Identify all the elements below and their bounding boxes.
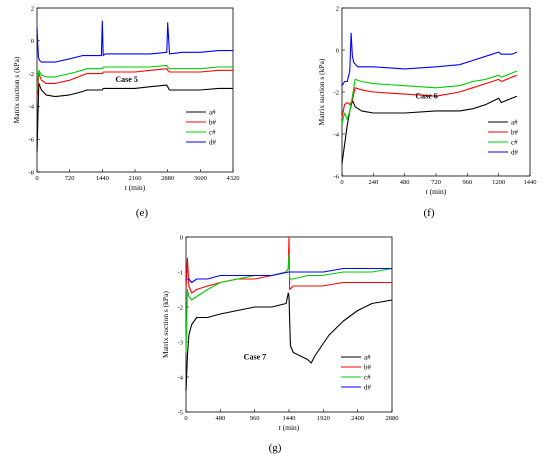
x-tick-label: 720 (65, 175, 75, 182)
x-axis-label: t (min) (279, 423, 300, 432)
x-tick-label: 2400 (351, 415, 364, 422)
legend-entry: d# (364, 384, 372, 392)
y-tick-label: -2 (178, 304, 183, 311)
legend-entry: d# (209, 139, 217, 147)
x-tick-label: 480 (215, 415, 225, 422)
panel-label: (f) (424, 207, 435, 219)
series-line-b (36, 68, 233, 99)
legend-entry: b# (511, 129, 519, 137)
series-line-c (185, 253, 393, 353)
y-tick-label: -6 (334, 173, 340, 180)
x-tick-label: 960 (250, 415, 260, 422)
y-tick-label: -4 (178, 374, 184, 381)
x-tick-label: 720 (431, 179, 441, 186)
series-line-c (36, 64, 233, 91)
case-annotation: Case 7 (244, 353, 266, 362)
y-tick-label: -2 (334, 89, 339, 96)
y-tick-label: -6 (29, 137, 35, 144)
y-tick-label: 2 (31, 5, 34, 12)
series-line-d (341, 32, 518, 86)
x-tick-label: 0 (340, 179, 343, 186)
legend-entry: c# (209, 129, 216, 137)
legend-entry: c# (364, 374, 371, 382)
x-tick-label: 1440 (524, 179, 537, 186)
x-tick-label: 1440 (283, 415, 296, 422)
x-tick-label: 2160 (129, 175, 142, 182)
x-tick-label: 3600 (194, 175, 207, 182)
y-tick-label: -5 (178, 409, 183, 416)
case-annotation: Case 5 (115, 75, 137, 84)
x-tick-label: 240 (368, 179, 378, 186)
panel-label: (g) (269, 442, 282, 454)
x-tick-label: 960 (462, 179, 472, 186)
y-tick-label: 2 (336, 5, 339, 12)
panel-label: (e) (136, 207, 149, 219)
x-tick-label: 4320 (227, 175, 240, 182)
case-annotation: Case 6 (415, 92, 437, 101)
legend-entry: b# (364, 364, 372, 372)
x-tick-label: 1200 (492, 179, 505, 186)
y-tick-label: -8 (29, 169, 34, 176)
x-tick-label: 0 (184, 415, 187, 422)
chart-1: 0 240 480 720 960 1200 1440 -6 -4 -2 0 2 t (min) Matr… (317, 5, 537, 219)
y-tick-label: -1 (178, 269, 183, 276)
x-tick-label: 2880 (386, 415, 399, 422)
legend-entry: c# (511, 139, 518, 147)
series-line-d (186, 267, 392, 284)
series-line-a (36, 82, 233, 153)
series-line-b (341, 74, 518, 118)
legend-entry: a# (209, 109, 216, 117)
y-tick-label: 0 (336, 47, 339, 54)
x-tick-label: 2880 (161, 175, 174, 182)
legend-entry: b# (209, 119, 217, 127)
legend-entry: a# (364, 354, 371, 362)
y-tick-label: -4 (334, 131, 340, 138)
y-tick-label: 0 (180, 234, 183, 241)
y-axis-label: Matrix suction s (kPa) (161, 291, 170, 358)
y-tick-label: 0 (31, 38, 34, 45)
series-line-a (341, 95, 518, 164)
legend-entry: d# (511, 149, 519, 157)
x-axis-label: t (min) (125, 183, 146, 192)
x-tick-label: 0 (35, 175, 38, 182)
series-line-c (341, 70, 518, 124)
chart-0: 0 720 1440 2160 2880 3600 4320 -8 -6 -4 -2 0 2 t (min… (12, 5, 240, 219)
chart-2: 0 480 960 1440 1920 2400 2880 -5 -4 -3 -2 -1 0 t (min… (161, 234, 399, 454)
y-tick-label: -3 (178, 339, 183, 346)
x-tick-label: 1920 (317, 415, 330, 422)
x-axis-label: t (min) (426, 187, 447, 196)
y-axis-label: Matrix suction s (kPa) (317, 58, 326, 125)
series-line-d (36, 20, 233, 63)
x-tick-label: 480 (400, 179, 410, 186)
y-axis-label: Matrix suction s (kPa) (12, 56, 21, 123)
y-tick-label: -4 (29, 104, 35, 111)
series-line-a (185, 292, 393, 392)
y-tick-label: -2 (29, 71, 34, 78)
x-tick-label: 1440 (96, 175, 109, 182)
legend-entry: a# (511, 119, 518, 127)
